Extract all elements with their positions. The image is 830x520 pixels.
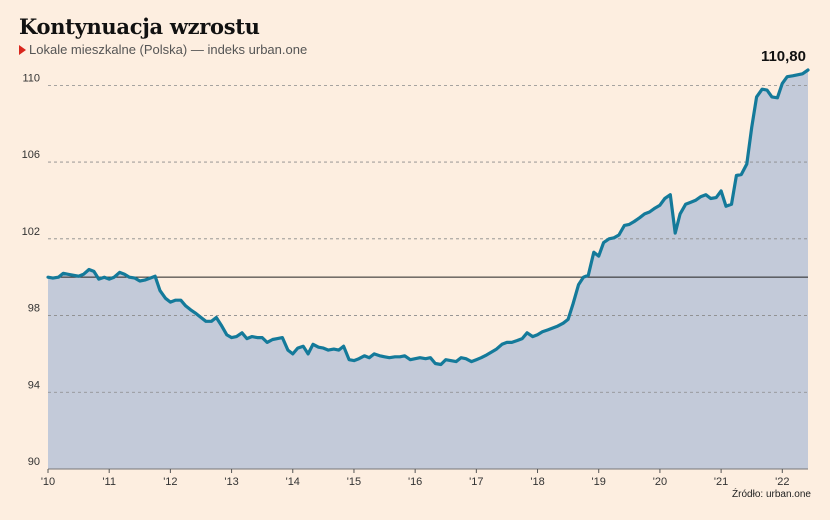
- x-tick-label-16: '16: [408, 476, 422, 488]
- y-tick-label-90: 90: [28, 456, 40, 468]
- index-series-line: [46, 68, 810, 367]
- x-tick-label-12: '12: [163, 476, 177, 488]
- x-tick-label-18: '18: [530, 476, 544, 488]
- x-tick-label-11: '11: [102, 476, 116, 488]
- y-tick-label-110: 110: [22, 72, 40, 84]
- last-value-label: 110,80: [761, 48, 806, 65]
- x-tick-label-22: '22: [775, 476, 789, 488]
- x-tick-label-15: '15: [347, 476, 361, 488]
- chart-title: Kontynuacja wzrostu: [19, 14, 260, 39]
- x-tick-label-10: '10: [41, 476, 55, 488]
- red-triangle-icon: [19, 44, 26, 55]
- y-tick-label-98: 98: [28, 303, 40, 315]
- y-tick-label-102: 102: [22, 226, 40, 238]
- x-tick-label-20: '20: [653, 476, 667, 488]
- subtitle-text: Lokale mieszkalne (Polska) — indeks urba…: [29, 42, 308, 57]
- source-note: Źródło: urban.one: [732, 489, 811, 500]
- x-tick-label-14: '14: [286, 476, 300, 488]
- x-tick-label-19: '19: [592, 476, 606, 488]
- area-fill: [48, 70, 808, 469]
- x-tick-label-21: '21: [714, 476, 728, 488]
- y-tick-label-94: 94: [28, 379, 40, 391]
- x-tick-label-17: '17: [469, 476, 483, 488]
- y-tick-label-106: 106: [22, 149, 40, 161]
- x-tick-label-13: '13: [224, 476, 238, 488]
- chart-subtitle: Lokale mieszkalne (Polska) — indeks urba…: [19, 42, 307, 57]
